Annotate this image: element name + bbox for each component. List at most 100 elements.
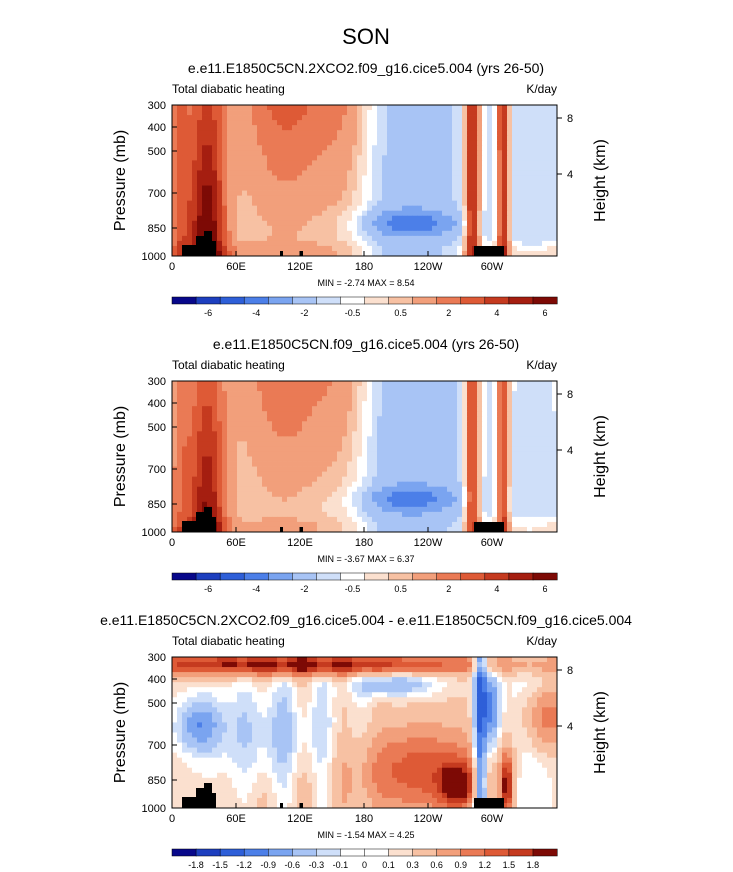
- topography-mask: [474, 522, 504, 532]
- heatmap-cell: [182, 135, 188, 141]
- heatmap-cell: [227, 406, 233, 412]
- heatmap-cell: [232, 396, 238, 402]
- heatmap-cell: [277, 145, 283, 151]
- heatmap-cell: [237, 391, 243, 397]
- heatmap-cell: [232, 416, 238, 422]
- heatmap-cell: [397, 486, 403, 493]
- heatmap-cell: [182, 230, 188, 237]
- colorbar-swatch: [508, 296, 534, 305]
- heatmap-cell: [267, 401, 273, 407]
- heatmap-cell: [232, 115, 238, 121]
- heatmap-cell: [247, 195, 253, 202]
- heatmap-cell: [397, 396, 403, 402]
- heatmap-cell: [427, 391, 433, 397]
- heatmap-cell: [372, 190, 378, 196]
- heatmap-cell: [387, 240, 393, 247]
- heatmap-cell: [442, 411, 448, 417]
- heatmap-cell: [407, 511, 413, 518]
- heatmap-cell: [367, 230, 373, 237]
- heatmap-cell: [202, 461, 208, 467]
- heatmap-cell: [287, 160, 293, 166]
- heatmap-cell: [317, 411, 323, 417]
- heatmap-cell: [407, 235, 413, 242]
- heatmap-cell: [432, 185, 438, 191]
- heatmap-cell: [227, 421, 233, 427]
- heatmap-cell: [357, 190, 363, 196]
- heatmap-cell: [392, 200, 398, 207]
- heatmap-cell: [217, 215, 223, 222]
- heatmap-cell: [487, 180, 493, 186]
- heatmap-cell: [177, 205, 183, 212]
- heatmap-cell: [402, 205, 408, 212]
- heatmap-cell: [412, 511, 418, 518]
- heatmap-cell: [242, 451, 248, 457]
- heatmap-cell: [477, 180, 483, 186]
- heatmap-cell: [247, 476, 253, 483]
- heatmap-cell: [417, 220, 423, 227]
- heatmap-cell: [362, 461, 368, 467]
- heatmap-cell: [302, 210, 308, 217]
- heatmap-cell: [472, 391, 478, 397]
- heatmap-cell: [257, 471, 263, 478]
- heatmap-cell: [192, 496, 198, 503]
- heatmap-cell: [502, 115, 508, 121]
- heatmap-cell: [452, 406, 458, 412]
- heatmap-cell: [292, 481, 298, 488]
- heatmap-cell: [412, 521, 418, 528]
- heatmap-cell: [182, 411, 188, 417]
- heatmap-cell: [307, 471, 313, 478]
- heatmap-cell: [532, 426, 538, 432]
- heatmap-cell: [242, 426, 248, 432]
- heatmap-cell: [437, 416, 443, 422]
- colorbar-swatch: [243, 296, 269, 305]
- heatmap-cell: [382, 446, 388, 452]
- heatmap-cell: [187, 672, 193, 678]
- heatmap-cell: [382, 135, 388, 141]
- heatmap-cell: [362, 175, 368, 181]
- heatmap-cell: [337, 436, 343, 442]
- heatmap-cell: [382, 130, 388, 136]
- heatmap-cell: [412, 481, 418, 488]
- heatmap-cell: [207, 165, 213, 171]
- heatmap-cell: [312, 200, 318, 207]
- heatmap-cell: [387, 446, 393, 452]
- min-max-stats: MIN = -3.67 MAX = 6.37: [317, 554, 414, 564]
- heatmap-cell: [502, 220, 508, 227]
- heatmap-cell: [417, 225, 423, 232]
- heatmap-cell: [287, 125, 293, 131]
- heatmap-cell: [472, 235, 478, 242]
- heatmap-cell: [462, 657, 468, 663]
- heatmap-cell: [382, 145, 388, 151]
- heatmap-cell: [487, 436, 493, 442]
- heatmap-cell: [262, 406, 268, 412]
- heatmap-cell: [387, 516, 393, 523]
- heatmap-cell: [212, 120, 218, 126]
- heatmap-cell: [452, 516, 458, 523]
- heatmap-cell: [507, 396, 513, 402]
- heatmap-cell: [302, 386, 308, 392]
- heatmap-cell: [362, 230, 368, 237]
- heatmap-cell: [247, 396, 253, 402]
- heatmap-cell: [382, 416, 388, 422]
- heatmap-cell: [502, 135, 508, 141]
- heatmap-cell: [262, 416, 268, 422]
- heatmap-cell: [187, 662, 193, 668]
- heatmap-cell: [227, 200, 233, 207]
- heatmap-cell: [222, 496, 228, 503]
- heatmap-cell: [392, 120, 398, 126]
- heatmap-cell: [252, 145, 258, 151]
- heatmap-cell: [542, 416, 548, 422]
- heatmap-cell: [367, 386, 373, 392]
- heatmap-cell: [332, 225, 338, 232]
- heatmap-cell: [277, 461, 283, 467]
- heatmap-cell: [397, 165, 403, 171]
- heatmap-cell: [462, 225, 468, 232]
- heatmap-cell: [517, 396, 523, 402]
- heatmap-cell: [317, 396, 323, 402]
- heatmap-cell: [452, 190, 458, 196]
- heatmap-cell: [212, 501, 218, 508]
- heatmap-cell: [552, 406, 558, 412]
- heatmap-cell: [527, 466, 533, 472]
- heatmap-cell: [222, 521, 228, 528]
- heatmap-cell: [322, 421, 328, 427]
